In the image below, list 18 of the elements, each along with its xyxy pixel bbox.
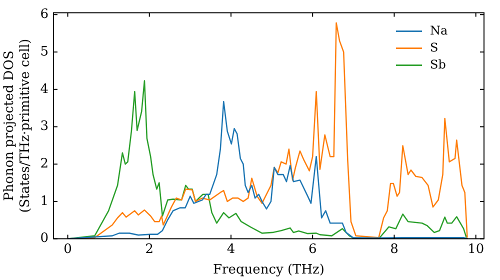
x-tick-label: 10	[468, 242, 484, 257]
x-tick-label: 0	[64, 242, 72, 257]
y-tick-label: 6	[40, 7, 48, 22]
x-tick-label: 8	[390, 242, 398, 257]
y-axis-title: Phonon projected DOS (States/THz·primitive cell)	[2, 38, 33, 213]
x-tick-label: 6	[308, 242, 317, 257]
legend-label: Na	[430, 23, 448, 38]
y-tick-label: 2	[40, 156, 48, 172]
x-tick-label: 4	[226, 242, 236, 257]
x-axis-title: Frequency (THz)	[213, 262, 324, 278]
legend-label: Sb	[430, 57, 446, 72]
legend-label: S	[430, 40, 438, 54]
y-tick-label: 1	[40, 194, 48, 209]
y-tick-label: 5	[40, 44, 48, 60]
y-tick-label: 4	[40, 82, 48, 97]
y-tick-label: 3	[40, 119, 48, 134]
x-tick-label: 2	[145, 242, 154, 257]
y-tick-label: 0	[40, 231, 48, 246]
